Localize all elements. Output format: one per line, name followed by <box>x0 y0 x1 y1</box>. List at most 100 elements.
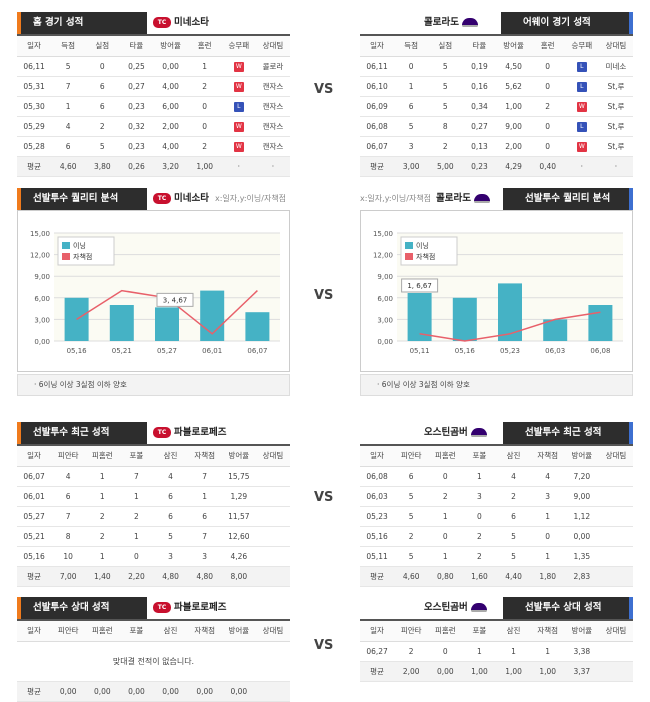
table-cell: 평균 <box>17 156 52 177</box>
quality-note: · 6이닝 이상 3실점 이하 양호 <box>360 374 633 396</box>
table-cell: 2 <box>85 116 120 137</box>
opponent-cell: 캔자스 <box>255 136 290 157</box>
table-cell: 1 <box>428 546 463 567</box>
pitcher-name-text: 파블로로페즈 <box>174 427 227 438</box>
column-header: 실점 <box>428 36 463 57</box>
result-cell: W <box>221 76 256 97</box>
table-row: 06,01 6 1 1 6 1 1,29 <box>17 486 290 507</box>
column-header: 삼진 <box>153 446 188 467</box>
x-tick-label: 05,16 <box>67 347 88 355</box>
table-cell: 5 <box>496 546 531 567</box>
legend-label-er: 자책점 <box>416 252 435 261</box>
pitcher-name-text: 파블로로페즈 <box>174 602 227 613</box>
table-cell: 6 <box>187 506 222 527</box>
column-header: 상대팀 <box>598 446 633 467</box>
table-cell: 1 <box>530 506 565 527</box>
table-cell: 6 <box>394 466 429 487</box>
opponent-cell: 콜로라 <box>255 56 290 77</box>
y-tick-label: 15,00 <box>373 230 393 238</box>
x-tick-label: 06,03 <box>545 347 565 355</box>
pitcher-name: TC 파블로로페즈 <box>153 597 226 619</box>
table-cell: 5,62 <box>496 76 531 97</box>
y-tick-label: 3,00 <box>34 316 50 324</box>
rockies-logo-icon <box>470 603 487 612</box>
table-cell: 0,34 <box>462 96 497 117</box>
table-header: 일자 득점 실점 타율 방어율 홈런 승무패 상대팀 <box>17 36 290 57</box>
table-cell: 06,07 <box>360 136 395 157</box>
table-cell: 0,25 <box>119 56 154 77</box>
table-cell: 06,11 <box>17 56 52 77</box>
column-header: 삼진 <box>496 621 531 642</box>
table-cell: 4,60 <box>51 156 86 177</box>
result-cell: W <box>564 136 599 157</box>
result-cell: W <box>221 56 256 77</box>
legend-box <box>57 236 115 266</box>
table-row: 05,29 4 2 0,32 2,00 0 W 캔자스 <box>17 116 290 137</box>
table-header: 일자 득점 실점 타율 방어율 홈런 승무패 상대팀 <box>360 36 633 57</box>
table-cell: 0,00 <box>221 681 256 702</box>
table-cell: 4 <box>530 466 565 487</box>
table-cell: · <box>564 156 599 177</box>
table-cell: 2 <box>428 136 463 157</box>
win-badge-icon: W <box>576 101 587 112</box>
rockies-logo-icon <box>470 428 487 437</box>
team-minnesota: TC 미네소타 <box>153 188 209 210</box>
no-data-row: 맞대결 전적이 없습니다. <box>17 641 290 682</box>
table-cell: 1,35 <box>564 546 599 567</box>
table-cell: 평균 <box>17 681 52 702</box>
innings-bar <box>200 290 225 341</box>
table-header: 일자 피안타 피홈런 포볼 삼진 자책점 방어율 상대팀 <box>17 446 290 467</box>
table-cell <box>598 466 633 487</box>
table-cell: 05,28 <box>17 136 52 157</box>
table-cell: 4 <box>51 116 86 137</box>
table-cell: 3,38 <box>564 641 599 662</box>
rockies-logo-icon <box>473 194 490 203</box>
column-header: 방어율 <box>564 621 599 642</box>
table-cell: 1 <box>51 96 86 117</box>
table-cell: 2 <box>462 546 497 567</box>
table-cell: 4,50 <box>496 56 531 77</box>
table-row: 06,08 6 0 1 4 4 7,20 <box>360 466 633 487</box>
table-cell: 4 <box>51 466 86 487</box>
table-cell: 0,32 <box>119 116 154 137</box>
table-row: 05,16 10 1 0 3 3 4,26 <box>17 546 290 567</box>
x-tick-label: 06,01 <box>202 347 222 355</box>
table-cell: 평균 <box>360 661 395 682</box>
table-cell: 0 <box>187 96 222 117</box>
win-badge-icon: W <box>233 61 244 72</box>
y-tick-label: 12,00 <box>30 252 50 260</box>
y-tick-label: 12,00 <box>373 252 393 260</box>
average-row: 평균 3,00 5,00 0,23 4,29 0,40 · · <box>360 156 633 177</box>
table-cell: 0,27 <box>119 76 154 97</box>
table-cell: 10 <box>51 546 86 567</box>
team-name: 미네소타 <box>174 17 209 28</box>
table-cell: 0,80 <box>428 566 463 587</box>
table-cell: 3,37 <box>564 661 599 682</box>
table-row: 06,08 5 8 0,27 9,00 0 L St,루 <box>360 116 633 137</box>
table-row: 06,07 3 2 0,13 2,00 0 W St,루 <box>360 136 633 157</box>
table-cell: 8 <box>51 526 86 547</box>
table-cell: 2 <box>85 506 120 527</box>
opponent-cell: 캔자스 <box>255 76 290 97</box>
vs-label: VS <box>314 490 334 505</box>
table-row: 06,10 1 5 0,16 5,62 0 L St,루 <box>360 76 633 97</box>
y-tick-label: 0,00 <box>34 338 50 346</box>
table-cell: 0 <box>530 526 565 547</box>
table-cell: 4,26 <box>221 546 256 567</box>
table-cell: 15,75 <box>221 466 256 487</box>
loss-badge-icon: L <box>576 121 587 132</box>
table-cell: 3 <box>153 546 188 567</box>
earned-runs-line <box>419 311 601 342</box>
team-colorado: 콜로라도 <box>436 188 490 210</box>
y-tick-label: 0,00 <box>377 338 393 346</box>
team-colorado: 콜로라도 <box>424 12 478 34</box>
pitcher-name-text: 오스틴곰버 <box>424 602 468 613</box>
table-cell: 2,00 <box>496 136 531 157</box>
table-cell: 0 <box>530 56 565 77</box>
table-cell: 6 <box>85 96 120 117</box>
table-cell: 1,00 <box>496 661 531 682</box>
left-quality-panel: 선발투수 퀄리티 분석 TC 미네소타 x:일자,y:이닝/자책점 <box>17 188 290 210</box>
table-cell <box>255 566 290 587</box>
column-header: 승무패 <box>221 36 256 57</box>
table-cell <box>255 546 290 567</box>
